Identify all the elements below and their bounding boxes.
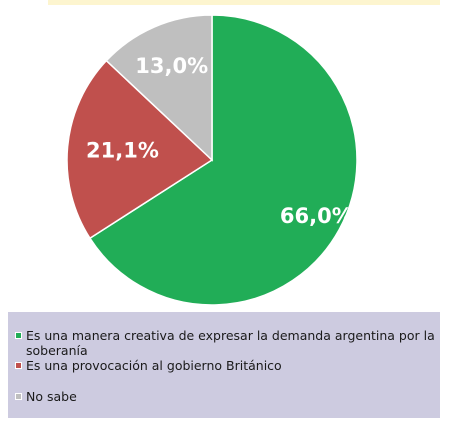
pie-label-creativa: 66,0% bbox=[280, 204, 353, 228]
legend-item-provocacion: Es una provocación al gobierno Británico bbox=[12, 358, 436, 373]
legend-label-no-sabe: No sabe bbox=[26, 389, 77, 404]
pie-slice-provocacion bbox=[66, 59, 214, 240]
pie-slice-creativa bbox=[88, 14, 358, 306]
legend-item-no-sabe: No sabe bbox=[12, 389, 436, 404]
pie-label-no-sabe: 13,0% bbox=[135, 54, 208, 78]
pie-label-provocacion: 21,1% bbox=[86, 139, 159, 163]
legend-swatch-gray bbox=[15, 393, 22, 400]
legend-swatch-green bbox=[15, 332, 22, 339]
top-strip bbox=[48, 0, 440, 5]
pie-slice-no-sabe bbox=[105, 14, 213, 162]
legend-label-creativa: Es una manera creativa de expresar la de… bbox=[26, 328, 435, 358]
legend: Es una manera creativa de expresar la de… bbox=[8, 312, 440, 418]
legend-swatch-red bbox=[15, 362, 22, 369]
legend-label-provocacion: Es una provocación al gobierno Británico bbox=[26, 358, 282, 373]
legend-item-creativa: Es una manera creativa de expresar la de… bbox=[12, 328, 436, 358]
pie-chart: 66,0% 21,1% 13,0% bbox=[66, 14, 358, 306]
